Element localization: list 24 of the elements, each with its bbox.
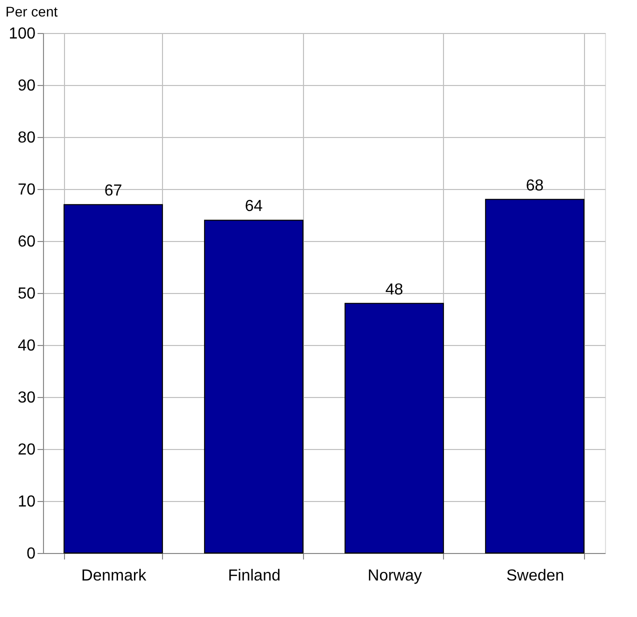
x-tick-label: Finland [228, 568, 280, 584]
y-axis-title: Per cent [6, 4, 58, 20]
y-tick-label: 40 [18, 338, 36, 354]
y-tick-label: 20 [18, 442, 36, 458]
y-tick-label: 80 [18, 130, 36, 146]
x-tick-label: Sweden [506, 568, 564, 584]
data-label: 68 [526, 177, 544, 194]
y-tick-label: 100 [8, 26, 36, 42]
x-tick-label: Denmark [81, 568, 148, 584]
y-tick-label: 70 [18, 182, 36, 198]
bar [204, 220, 304, 554]
data-label: 48 [385, 281, 404, 298]
bar [485, 198, 584, 554]
y-tick-label: 50 [18, 286, 36, 302]
bar [64, 204, 163, 554]
y-tick-label: 30 [18, 390, 36, 406]
bar [344, 302, 444, 554]
data-label: 67 [104, 182, 122, 200]
y-tick-label: 90 [18, 78, 36, 94]
y-tick-label: 0 [26, 546, 36, 562]
data-label: 64 [244, 198, 263, 216]
y-tick-label: 60 [18, 234, 36, 250]
x-tick-label: Norway [368, 568, 422, 584]
y-tick-label: 10 [18, 494, 36, 510]
